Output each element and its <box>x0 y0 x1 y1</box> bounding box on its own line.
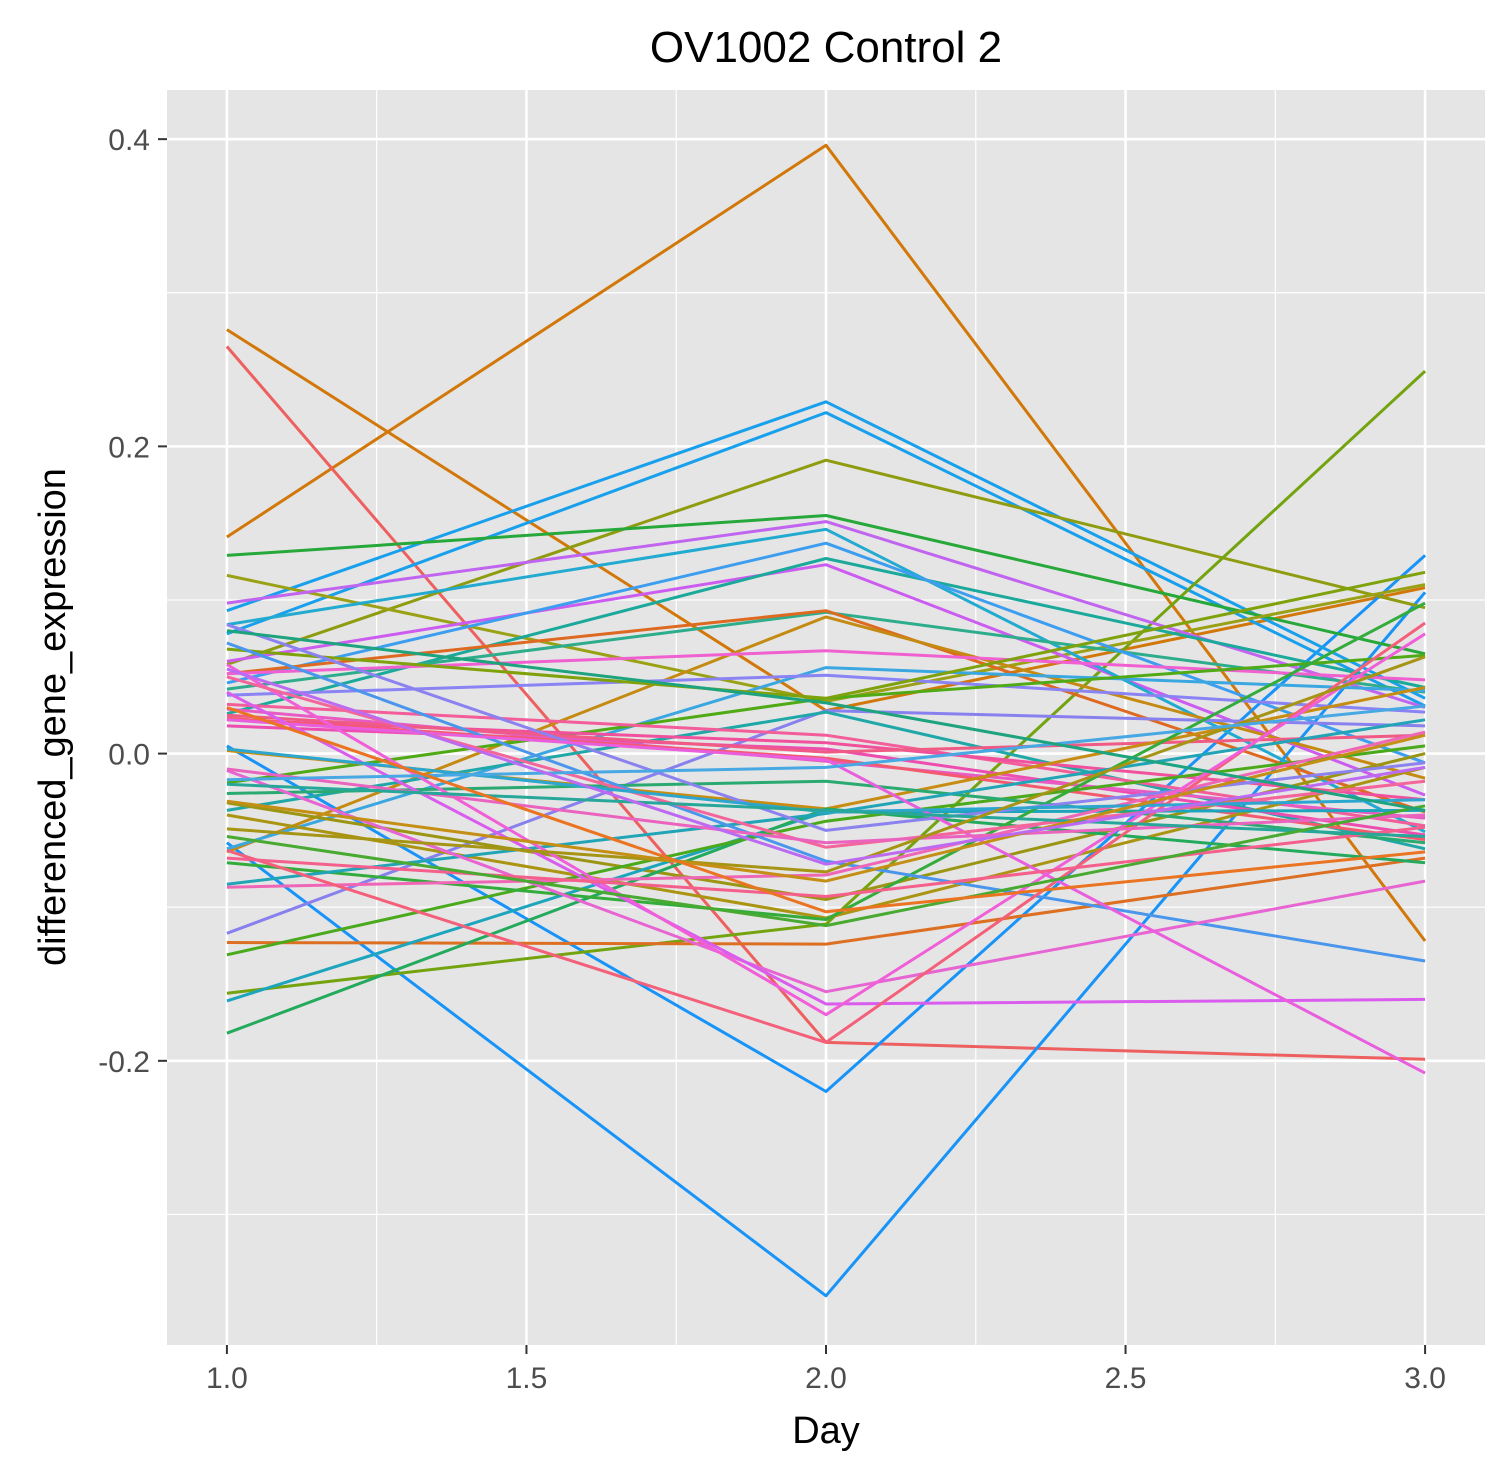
series-line-51 <box>226 825 1426 898</box>
x-tick-label: 3.0 <box>1404 1362 1446 1395</box>
x-tick-label: 2.5 <box>1105 1362 1147 1395</box>
x-tick-label: 1.5 <box>506 1362 548 1395</box>
series-line-39 <box>226 744 1426 957</box>
series-line-58 <box>226 733 1426 883</box>
series-line-43 <box>226 641 1426 963</box>
series-line-25 <box>226 570 1426 700</box>
y-axis-label: differenced_gene_expression <box>32 468 74 966</box>
plot-area: 1.0 1.5 2.0 2.5 3.0 -0.2 0.0 0.2 0.4 <box>98 90 1485 1395</box>
y-tick-label: 0.0 <box>108 739 150 772</box>
series-line-57 <box>226 655 1426 874</box>
series-line-15 <box>226 557 1426 716</box>
series-line-61 <box>226 629 1426 812</box>
chart-title: OV1002 Control 2 <box>650 23 1002 72</box>
x-tick-label: 2.0 <box>805 1362 847 1395</box>
series-line-41 <box>226 779 1426 845</box>
series-line-18 <box>226 609 1426 814</box>
series-line-22 <box>226 673 1426 714</box>
series-line-55 <box>226 782 1426 838</box>
series-line-14 <box>226 527 1426 834</box>
series-line-48 <box>226 621 1426 1044</box>
series-line-31 <box>226 713 1426 754</box>
series-line-47 <box>226 730 1426 889</box>
series-line-54 <box>226 747 1426 814</box>
series-line-13 <box>226 563 1426 797</box>
series-line-8 <box>226 458 1426 666</box>
series-line-36 <box>226 856 1426 946</box>
x-tick-label: 1.0 <box>206 1362 248 1395</box>
series-line-19 <box>226 615 1426 854</box>
y-tick-label: -0.2 <box>98 1046 150 1079</box>
series-line-60 <box>226 667 1426 866</box>
y-tick-label: 0.4 <box>108 124 150 157</box>
series-line-62 <box>226 706 1426 914</box>
series-line-49 <box>226 632 1426 1017</box>
series-line-56 <box>226 804 1426 928</box>
series-line-23 <box>226 709 1426 935</box>
series-line-17 <box>226 541 1426 765</box>
x-axis-label: Day <box>792 1410 860 1452</box>
series-line-42 <box>226 718 1426 886</box>
series-line-10 <box>226 514 1426 656</box>
y-tick-label: 0.2 <box>108 431 150 464</box>
series-line-1 <box>226 143 1427 942</box>
series-line-16 <box>226 610 1426 694</box>
series-line-46 <box>226 690 1426 1006</box>
